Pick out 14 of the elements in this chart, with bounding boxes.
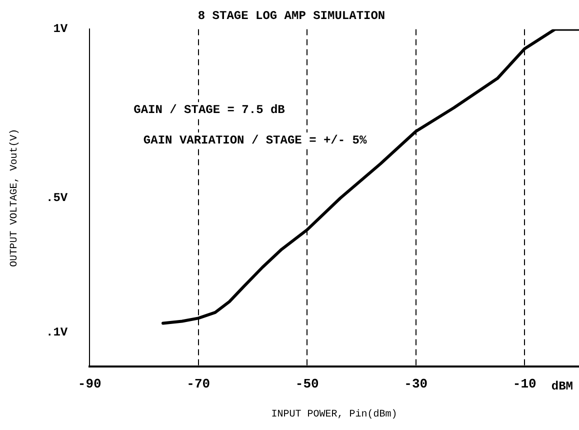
text: dBM	[551, 379, 573, 394]
chart-title: 8 STAGE LOG AMP SIMULATION	[198, 9, 386, 24]
y-axis-title: OUTPUT VOLTAGE, Vout(V)	[8, 128, 21, 267]
x-tick-label: -10	[512, 376, 537, 392]
x-tick-label: -70	[186, 376, 210, 392]
y-tick-label: .1V	[46, 326, 68, 340]
x-tick-label: -90	[78, 376, 102, 392]
y-tick-label: 1V	[53, 22, 68, 36]
x-axis-title: INPUT POWER, Pin(dBm)	[271, 408, 398, 421]
annotation: GAIN / STAGE = 7.5 dB	[134, 103, 285, 118]
y-tick-label: .5V	[46, 190, 68, 205]
x-tick-label: -50	[295, 376, 320, 392]
x-tick-label: -30	[404, 376, 428, 392]
annotation: GAIN VARIATION / STAGE = +/- 5%	[143, 133, 368, 148]
